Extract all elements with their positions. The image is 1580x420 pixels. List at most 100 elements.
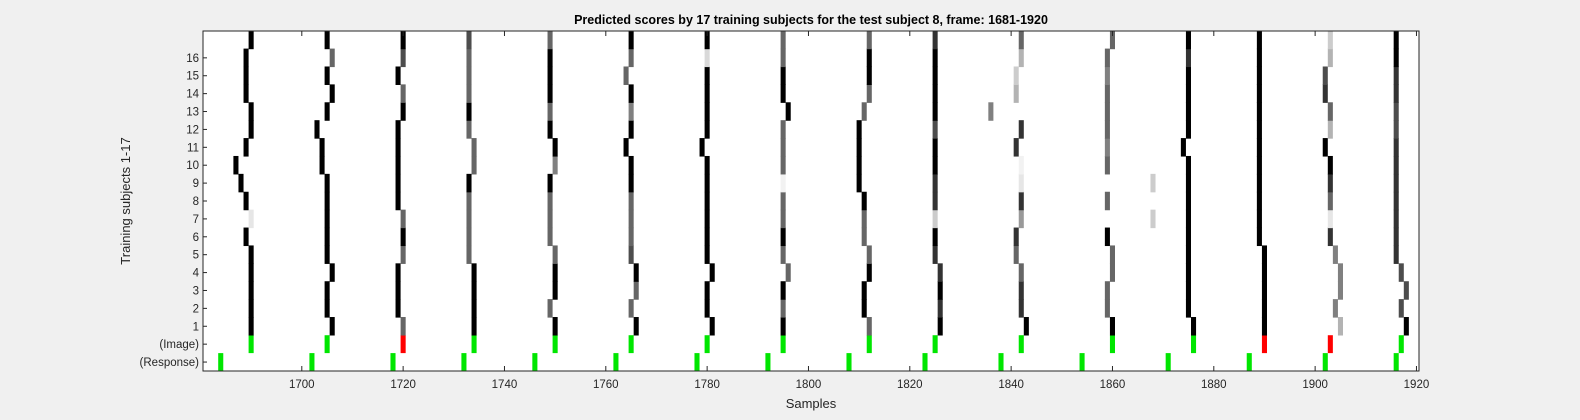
score-cell <box>1337 317 1343 336</box>
score-cell <box>248 120 254 139</box>
score-cell <box>471 155 477 175</box>
score-cell <box>1018 120 1024 139</box>
score-cell <box>466 245 472 264</box>
score-cell <box>780 66 786 85</box>
x-tick-label: 1920 <box>1404 379 1430 391</box>
score-cell <box>937 263 943 282</box>
x-tick-label: 1800 <box>796 379 822 391</box>
score-cell <box>1185 48 1191 68</box>
score-cell <box>861 281 867 300</box>
x-tick-label: 1760 <box>593 379 619 391</box>
score-cell <box>780 120 786 139</box>
x-axis-label: Samples <box>786 396 837 411</box>
heatmap-cells <box>218 30 1409 371</box>
score-cell <box>704 227 710 247</box>
score-cell <box>866 245 872 264</box>
image-marker <box>780 335 786 354</box>
score-cell <box>324 281 330 300</box>
score-cell <box>1327 227 1333 247</box>
score-cell <box>324 245 330 264</box>
y-tick-label: 12 <box>186 124 199 136</box>
response-marker <box>1393 353 1399 371</box>
score-cell <box>1261 281 1267 300</box>
image-marker <box>628 335 634 354</box>
score-cell <box>866 317 872 336</box>
score-cell <box>932 30 938 50</box>
score-cell <box>1018 30 1024 50</box>
score-cell <box>780 227 786 247</box>
score-cell <box>623 66 629 85</box>
score-cell <box>552 138 558 157</box>
y-tick-label: 8 <box>193 196 199 208</box>
y-tick-label: 5 <box>193 250 199 262</box>
score-cell <box>324 209 330 229</box>
score-cell <box>471 317 477 336</box>
score-cell <box>324 102 330 121</box>
score-cell <box>1104 281 1110 300</box>
score-cell <box>704 209 710 229</box>
score-cell <box>861 102 867 121</box>
score-cell <box>1256 48 1262 68</box>
score-cell <box>932 84 938 103</box>
score-cell <box>1393 30 1399 50</box>
score-cell <box>1256 102 1262 121</box>
x-tick-label: 1840 <box>998 379 1024 391</box>
score-cell <box>243 84 249 103</box>
score-cell <box>1261 299 1267 318</box>
image-marker <box>1327 335 1333 354</box>
score-cell <box>780 317 786 336</box>
score-cell <box>1018 263 1024 282</box>
score-cell <box>856 138 862 157</box>
score-cell <box>1322 66 1328 85</box>
score-cell <box>932 102 938 121</box>
y-tick-label: 3 <box>193 285 199 297</box>
score-cell <box>1393 191 1399 211</box>
score-cell <box>329 263 335 282</box>
score-cell <box>1256 173 1262 193</box>
score-cell <box>932 66 938 85</box>
score-cell <box>628 227 634 247</box>
y-tick-label: 10 <box>186 160 199 172</box>
score-cell <box>1256 120 1262 139</box>
score-cell <box>861 191 867 211</box>
score-cell <box>395 155 401 175</box>
score-cell <box>248 299 254 318</box>
image-marker <box>866 335 872 354</box>
score-cell <box>1185 209 1191 229</box>
x-tick-label: 1860 <box>1100 379 1126 391</box>
response-marker <box>846 353 852 371</box>
score-cell <box>547 209 553 229</box>
score-cell <box>1256 155 1262 175</box>
score-cell <box>1104 120 1110 139</box>
score-cell <box>400 84 406 103</box>
score-cell <box>1403 281 1409 300</box>
score-cell <box>1398 299 1404 318</box>
score-cell <box>932 227 938 247</box>
score-cell <box>1104 48 1110 68</box>
score-cell <box>552 281 558 300</box>
response-marker <box>461 353 467 371</box>
score-cell <box>1150 209 1156 229</box>
score-cell <box>547 66 553 85</box>
score-cell <box>1104 191 1110 211</box>
score-cell <box>466 48 472 68</box>
score-cell <box>866 66 872 85</box>
score-cell <box>1185 155 1191 175</box>
score-cell <box>547 120 553 139</box>
score-cell <box>1393 102 1399 121</box>
y-tick-label: (Response) <box>140 357 200 369</box>
y-tick-label: 11 <box>187 142 199 154</box>
image-marker <box>1109 335 1115 354</box>
score-cell <box>1185 281 1191 300</box>
score-cell <box>324 227 330 247</box>
image-marker <box>1191 335 1197 354</box>
score-cell <box>1403 317 1409 336</box>
score-cell <box>1327 173 1333 193</box>
score-cell <box>628 299 634 318</box>
score-cell <box>1109 263 1115 282</box>
score-cell <box>1393 245 1399 264</box>
y-tick-label: 13 <box>186 107 199 119</box>
score-cell <box>547 30 553 50</box>
